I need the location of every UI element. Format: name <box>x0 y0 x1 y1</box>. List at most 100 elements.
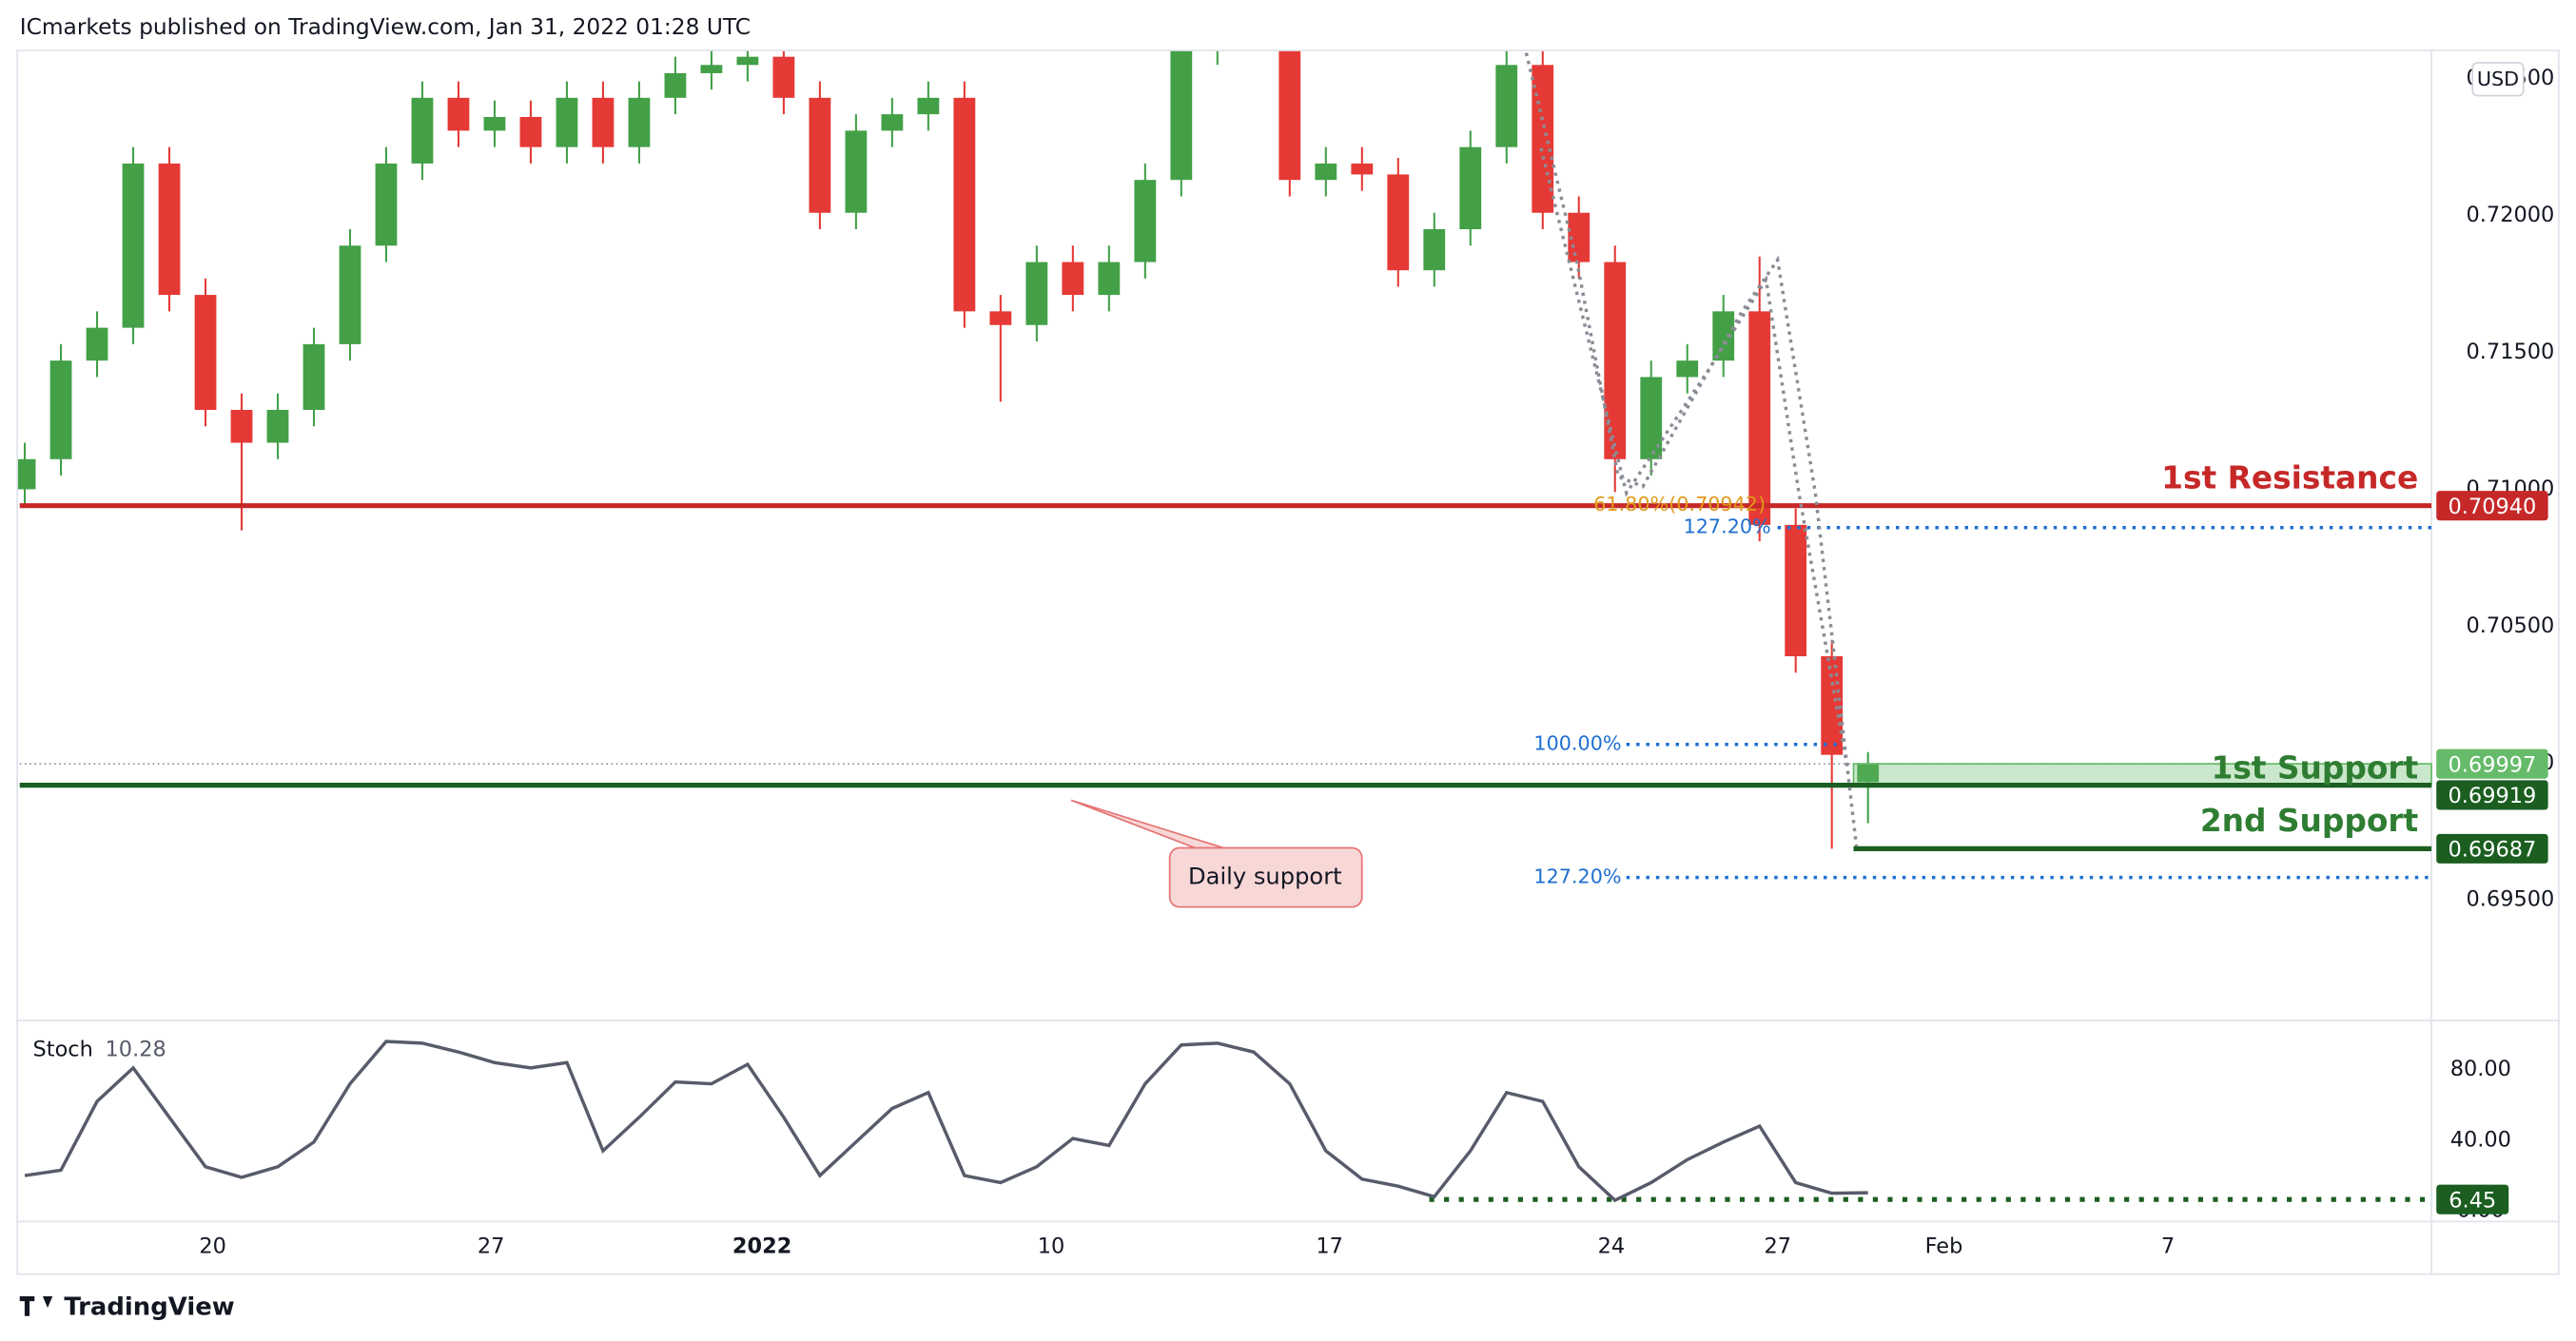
candle-body <box>1568 212 1590 262</box>
candle-body <box>1351 163 1374 175</box>
candle-body <box>49 360 72 459</box>
fib-label: 100.00% <box>1533 732 1621 755</box>
candle-body <box>1025 262 1048 325</box>
candle-body <box>881 114 904 131</box>
candle-body <box>772 56 795 98</box>
level-name: 1st Support <box>2211 750 2418 787</box>
candle-body <box>1098 262 1121 296</box>
candle-body <box>194 295 217 410</box>
candle-body <box>339 245 361 344</box>
logo-mark <box>19 1296 53 1316</box>
candle-body <box>17 458 36 490</box>
candle-body <box>1387 174 1410 271</box>
price-tag-label: 0.69687 <box>2449 838 2537 863</box>
main-pane <box>17 50 1880 849</box>
candle-body <box>664 72 687 98</box>
y-tick-label: 40.00 <box>2450 1127 2511 1152</box>
price-tag-label: 0.70940 <box>2449 495 2537 519</box>
x-tick-label: Feb <box>1925 1234 1963 1259</box>
candle-body <box>1495 65 1518 147</box>
y-tick-label: 0.70500 <box>2467 613 2555 638</box>
callout: Daily support <box>1070 799 1363 908</box>
stoch-line <box>24 1040 1868 1203</box>
candle-body <box>1676 360 1699 378</box>
candle-body <box>1315 163 1337 181</box>
footer: TradingView <box>64 1293 234 1322</box>
candle-body <box>1712 311 1735 361</box>
candle-body <box>158 163 181 296</box>
indicator-name: Stoch <box>33 1037 93 1061</box>
x-tick-label: 24 <box>1598 1234 1626 1259</box>
callout-text: Daily support <box>1188 864 1342 890</box>
overlay: 0.695000.700000.705000.710000.715000.720… <box>19 66 2555 1259</box>
candle-body <box>447 97 470 131</box>
y-tick-label: 0.69500 <box>2467 887 2555 912</box>
x-tick-label: 27 <box>1764 1234 1791 1259</box>
candle-body <box>845 130 868 213</box>
candle-body <box>266 409 289 443</box>
candle-body <box>1459 146 1482 230</box>
candle-body <box>375 163 398 246</box>
candle-body <box>1278 50 1301 181</box>
candle-body <box>953 97 976 312</box>
x-tick-label: 7 <box>2161 1234 2175 1259</box>
candle-body <box>736 56 759 66</box>
level-name: 2nd Support <box>2200 803 2418 839</box>
price-tag <box>2436 491 2548 521</box>
candle-body <box>230 409 253 443</box>
logo: TradingView <box>19 1293 235 1322</box>
x-tick-label: 27 <box>478 1234 505 1259</box>
candle-body <box>519 116 542 147</box>
candle-body <box>122 163 145 328</box>
candle-body <box>1785 524 1807 657</box>
candle-body <box>411 97 434 164</box>
level-name: 1st Resistance <box>2161 460 2418 496</box>
y-tick-label: 80.00 <box>2450 1057 2511 1081</box>
candle-body <box>1062 262 1084 296</box>
price-tag <box>2436 748 2548 779</box>
y-tick-label: 0.72000 <box>2467 203 2555 227</box>
pattern <box>1524 52 1859 846</box>
stoch-tag-label: 6.45 <box>2449 1188 2496 1213</box>
candle-body <box>302 343 325 410</box>
candle-body <box>1821 656 1844 755</box>
candle-body <box>809 97 831 213</box>
currency-badge <box>2471 62 2525 97</box>
candle-body <box>628 97 651 147</box>
candle-body <box>1170 50 1193 181</box>
candle-body <box>917 97 940 115</box>
y-tick-label: 0.71500 <box>2467 340 2555 364</box>
currency: USD <box>2477 68 2519 90</box>
stoch-tag <box>2436 1184 2509 1215</box>
x-tick-label: 17 <box>1316 1234 1343 1259</box>
candle-body <box>556 97 578 147</box>
x-tick-label: 2022 <box>732 1234 791 1259</box>
price-tag-label: 0.69997 <box>2449 752 2537 777</box>
frame <box>16 49 2560 1275</box>
indicator-value: 10.28 <box>106 1037 166 1061</box>
candle-body <box>700 65 723 73</box>
candle-body <box>1857 763 1880 783</box>
fib-label: 127.20% <box>1533 865 1621 888</box>
candle-body <box>1423 229 1446 271</box>
price-tag <box>2436 780 2548 810</box>
candle-body <box>1640 377 1663 459</box>
candle-body <box>989 311 1012 325</box>
candle-body <box>1748 311 1771 525</box>
pattern-line <box>1539 147 1850 773</box>
x-tick-label: 20 <box>199 1234 226 1259</box>
fib-label: 61.80%(0.70942) <box>1593 493 1766 515</box>
pattern-line <box>1524 52 1859 846</box>
callout-box <box>1168 846 1363 908</box>
fib-label: 127.20% <box>1684 515 1771 538</box>
x-tick-label: 10 <box>1038 1234 1065 1259</box>
candle-body <box>1134 180 1157 262</box>
candle-body <box>86 327 108 361</box>
candle-body <box>483 116 506 131</box>
candle-body <box>592 97 615 147</box>
price-tag <box>2436 833 2548 864</box>
price-tag-label: 0.69919 <box>2449 784 2537 808</box>
